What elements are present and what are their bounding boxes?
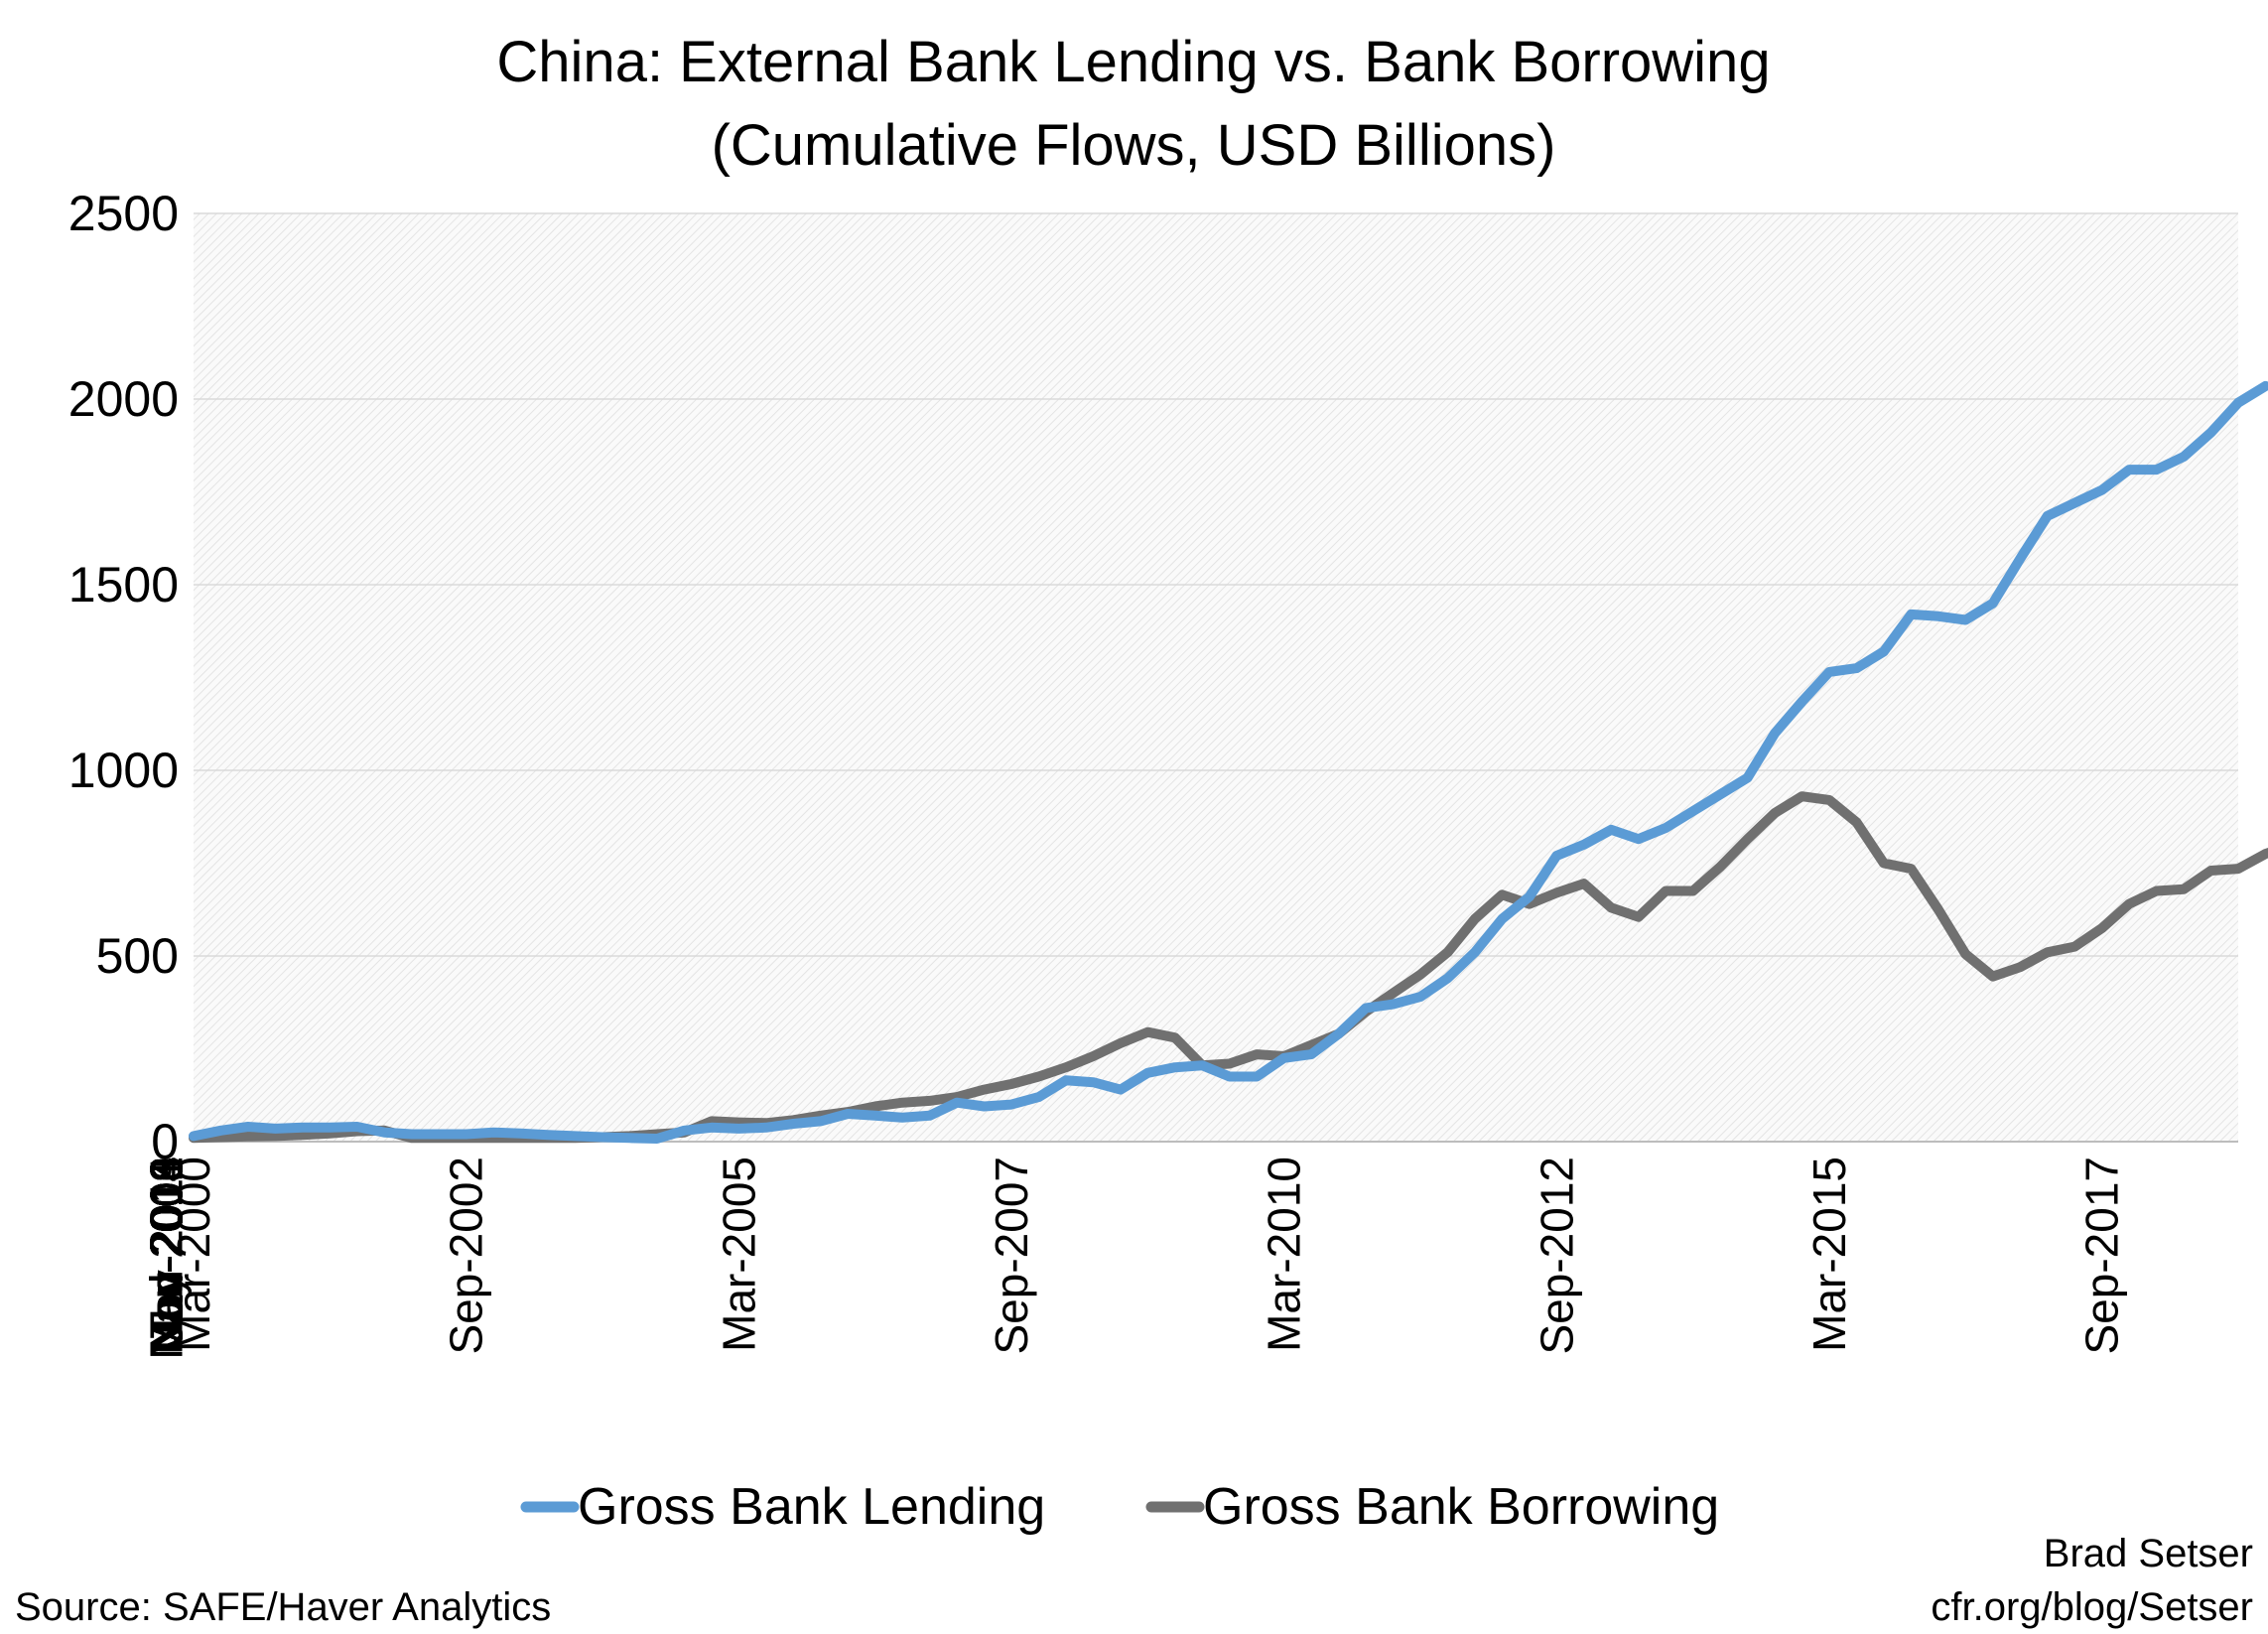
x-tick-label: Nov-2011 — [141, 1157, 193, 1351]
x-tick-label: Nov-2006 — [141, 1157, 193, 1354]
chart-subtitle: (Cumulative Flows, USD Billions) — [712, 113, 1556, 178]
x-tick-label: Mar-2005 — [713, 1157, 764, 1352]
x-tick-label: Jan-2006 — [141, 1157, 193, 1347]
x-tick-label: May-2009 — [141, 1157, 193, 1360]
y-tick-label: 2500 — [68, 186, 179, 241]
gridlines — [194, 212, 2238, 1143]
x-tick-label: Jan-2011 — [141, 1157, 193, 1343]
x-tick-label: Nov-2001 — [141, 1157, 193, 1354]
x-tick-label: Jan-2016 — [141, 1157, 193, 1347]
x-tick-label: Jul-2013 — [141, 1157, 193, 1331]
x-tick-label: Sep-2002 — [441, 1157, 492, 1355]
y-tick-label: 0 — [151, 1114, 179, 1169]
x-tick-label: May-2014 — [141, 1157, 193, 1360]
plot-area — [194, 213, 2238, 1142]
x-tick-label: Jul-2018 — [141, 1157, 193, 1331]
legend-label-lending: Gross Bank Lending — [578, 1478, 1045, 1536]
x-tick-label: Nov-2016 — [141, 1157, 193, 1354]
x-tick-label: Sep-2017 — [2076, 1157, 2128, 1355]
x-tick-label: Mar-2000 — [168, 1157, 219, 1352]
x-tick-label: Sep-2007 — [986, 1157, 1037, 1355]
legend: Gross Bank Lending Gross Bank Borrowing — [520, 1478, 1719, 1536]
credit-url: cfr.org/blog/Setser — [1931, 1585, 2253, 1629]
series-lines — [189, 380, 2268, 1144]
y-tick-label: 1000 — [68, 743, 179, 798]
y-tick-label: 500 — [96, 928, 179, 984]
x-tick-label: Sep-2012 — [1531, 1157, 1582, 1355]
source-note: Source: SAFE/Haver Analytics — [15, 1585, 551, 1629]
x-tick-label: Mar-2015 — [1803, 1157, 1855, 1352]
x-tick-label: May-2004 — [141, 1157, 193, 1360]
y-tick-label: 1500 — [68, 557, 179, 613]
x-tick-label: Jan-2001 — [141, 1157, 193, 1347]
series-line-gross-bank-lending — [189, 380, 2268, 1144]
x-tick-label: Jul-2008 — [141, 1157, 193, 1331]
legend-label-borrowing: Gross Bank Borrowing — [1203, 1478, 1719, 1536]
y-tick-label: 2000 — [68, 371, 179, 427]
x-tick-label: Jul-2003 — [141, 1157, 193, 1331]
x-tick-label: Mar-2010 — [1259, 1157, 1310, 1352]
chart-title: China: External Bank Lending vs. Bank Bo… — [496, 30, 1770, 94]
y-axis: 0 500 1000 1500 2000 2500 — [68, 186, 179, 1169]
credit-name: Brad Setser — [2044, 1532, 2253, 1575]
